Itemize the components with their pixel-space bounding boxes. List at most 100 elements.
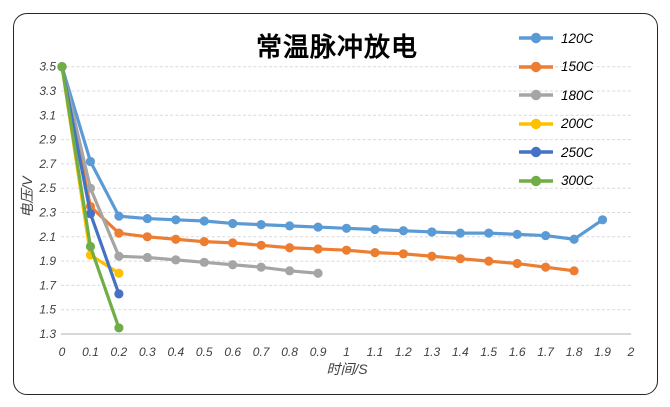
data-point-150C: [313, 244, 323, 254]
y-tick-label: 3.5: [39, 60, 56, 74]
x-tick-label: 1.2: [395, 345, 412, 359]
legend-label: 300C: [561, 173, 594, 188]
data-point-120C: [171, 215, 181, 225]
data-point-150C: [256, 240, 266, 250]
x-tick-label: 0.6: [224, 345, 241, 359]
data-point-120C: [85, 156, 96, 167]
x-tick-label: 1.9: [594, 345, 611, 359]
data-point-180C: [285, 266, 295, 276]
legend-item-150C: 150C: [518, 56, 593, 78]
data-point-150C: [370, 247, 380, 258]
data-point-180C: [199, 257, 209, 267]
data-point-120C: [256, 220, 266, 230]
data-point-150C: [455, 254, 465, 264]
legend-item-180C: 180C: [518, 84, 593, 106]
data-point-120C: [228, 218, 238, 229]
data-point-120C: [398, 226, 408, 236]
legend-label: 120C: [561, 30, 594, 46]
legend-item-200C: 200C: [518, 113, 593, 135]
data-point-150C: [512, 258, 522, 269]
legend-item-250C: 250C: [518, 141, 593, 163]
legend-label: 180C: [561, 87, 594, 103]
x-tick-label: 0.5: [196, 345, 213, 359]
data-point-150C: [142, 232, 152, 242]
legend-label: 150C: [561, 59, 594, 74]
data-point-150C: [199, 237, 209, 247]
data-point-300C: [114, 323, 124, 333]
legend-label: 200C: [561, 116, 594, 131]
data-point-250C: [114, 289, 124, 299]
data-point-120C: [313, 222, 323, 232]
data-point-150C: [114, 228, 124, 238]
legend-label: 250C: [561, 144, 594, 160]
x-axis-title: 时间/S: [326, 361, 368, 377]
y-tick-label: 3.3: [39, 84, 56, 98]
legend: 120C 150C 180C 200C 250C 300C: [518, 27, 593, 192]
data-point-120C: [455, 228, 465, 238]
y-tick-label: 2.9: [38, 133, 56, 147]
data-point-180C: [85, 183, 96, 193]
data-point-120C: [341, 223, 352, 233]
y-tick-label: 1.3: [39, 327, 56, 341]
legend-marker-icon: [519, 32, 553, 44]
legend-item-120C: 120C: [518, 27, 593, 49]
x-tick-label: 2: [627, 345, 635, 359]
legend-marker-icon: [519, 175, 553, 186]
x-tick-label: 1.3: [424, 345, 441, 359]
data-point-120C: [597, 215, 608, 225]
x-tick-label: 1.8: [566, 345, 583, 359]
x-tick-label: 1.5: [480, 345, 497, 359]
data-point-150C: [341, 245, 352, 255]
x-tick-label: 1.1: [367, 345, 384, 359]
series-line-150C: [60, 65, 576, 273]
data-point-120C: [569, 234, 579, 244]
data-point-180C: [114, 251, 124, 261]
data-point-300C: [57, 62, 67, 72]
data-point-120C: [114, 211, 124, 221]
data-point-180C: [228, 260, 238, 270]
x-tick-label: 0.1: [82, 345, 99, 359]
x-tick-label: 0.2: [111, 345, 128, 359]
x-tick-label: 1.4: [452, 345, 469, 359]
y-tick-label: 3.1: [39, 108, 56, 122]
legend-marker-icon: [519, 61, 553, 72]
data-point-180C: [171, 255, 181, 265]
x-tick-label: 0.8: [281, 345, 298, 359]
data-point-250C: [85, 209, 96, 219]
data-point-150C: [285, 243, 295, 253]
y-tick-label: 2.7: [38, 157, 57, 171]
data-point-180C: [313, 268, 323, 278]
data-point-120C: [199, 216, 209, 226]
chart-border: [13, 13, 658, 395]
y-tick-label: 1.9: [39, 254, 56, 268]
x-tick-label: 0.3: [139, 345, 156, 359]
data-point-300C: [85, 241, 96, 252]
data-point-200C: [114, 268, 124, 278]
data-point-120C: [285, 221, 295, 231]
data-point-150C: [484, 256, 494, 266]
data-point-120C: [512, 229, 522, 239]
data-point-120C: [142, 213, 152, 224]
x-tick-label: 1: [343, 345, 350, 359]
y-tick-label: 2.3: [38, 206, 56, 220]
data-point-120C: [484, 228, 494, 238]
y-tick-label: 2.5: [38, 181, 56, 195]
x-tick-label: 0.9: [310, 345, 327, 359]
data-point-180C: [256, 262, 266, 272]
data-point-150C: [228, 238, 238, 248]
legend-marker-icon: [519, 118, 553, 129]
series-line-120C: [60, 65, 605, 241]
x-tick-label: 0: [59, 345, 66, 359]
chart-title: 常温脉冲放电: [255, 32, 419, 62]
x-tick-label: 1.7: [537, 345, 555, 359]
y-tick-label: 1.7: [39, 278, 57, 292]
y-tick-label: 1.5: [39, 303, 56, 317]
legend-marker-icon: [519, 89, 553, 101]
data-point-180C: [142, 252, 152, 263]
y-tick-label: 2.1: [38, 230, 56, 244]
data-point-120C: [541, 230, 551, 241]
x-tick-label: 0.4: [167, 345, 184, 359]
legend-marker-icon: [519, 146, 553, 158]
